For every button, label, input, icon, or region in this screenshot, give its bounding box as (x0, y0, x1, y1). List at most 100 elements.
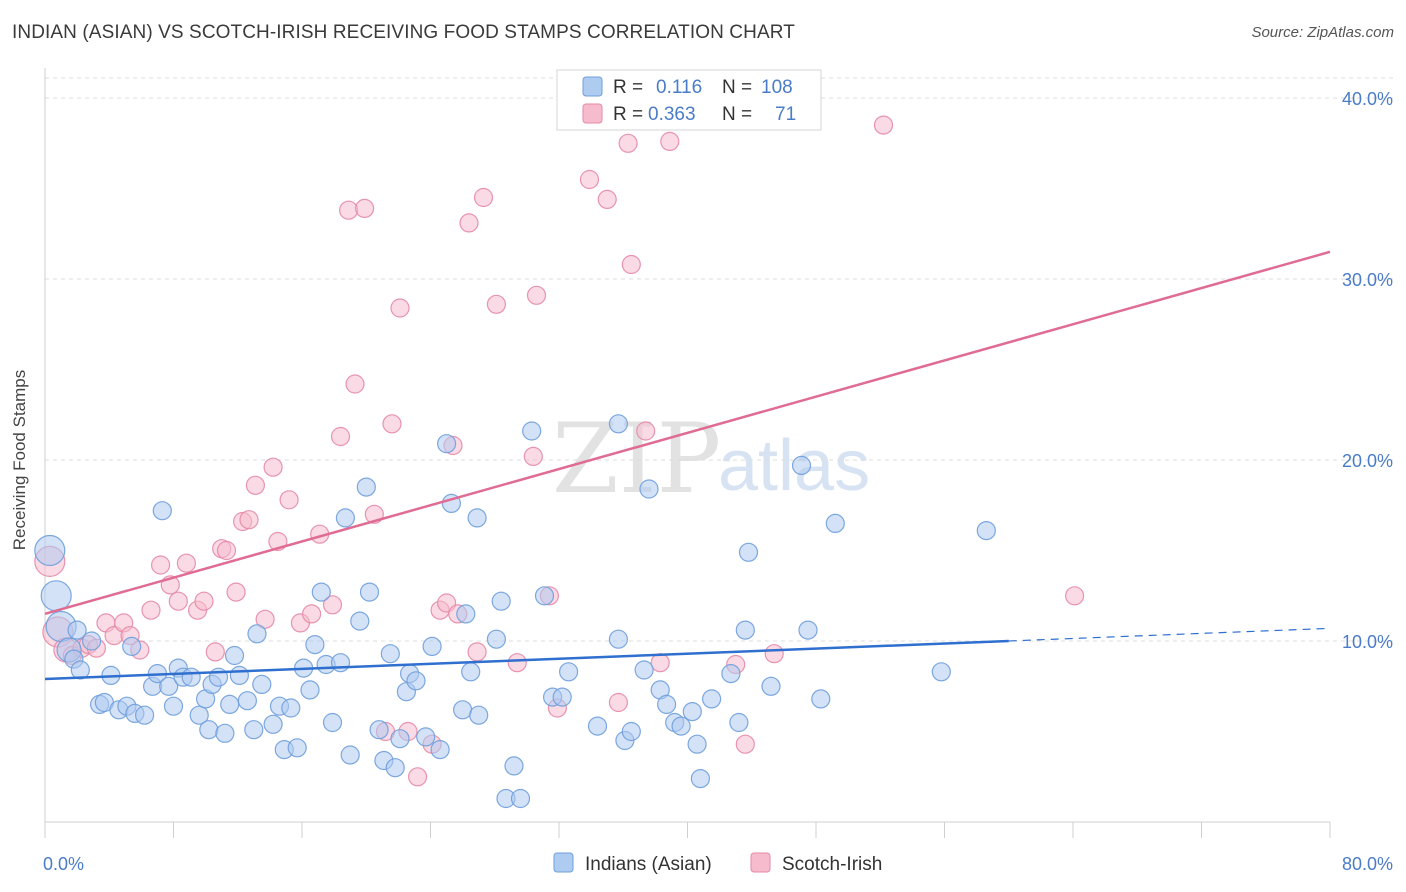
chart-title: INDIAN (ASIAN) VS SCOTCH-IRISH RECEIVING… (12, 22, 795, 43)
point-indians (456, 604, 476, 624)
point-indians (486, 629, 506, 649)
axes (44, 68, 1331, 838)
point-indians (220, 694, 240, 715)
point-indians (359, 582, 380, 602)
point-indians (608, 414, 629, 434)
point-scotch-irish (255, 609, 275, 629)
point-scotch-irish (873, 115, 894, 135)
point-indians (491, 591, 511, 611)
point-indians (215, 723, 235, 743)
point-scotch-irish (239, 510, 259, 530)
point-indians (416, 727, 436, 747)
bottom-legend-swatch-indians (553, 852, 574, 873)
point-indians (687, 734, 707, 754)
point-scotch-irish (330, 426, 351, 447)
point-indians (199, 720, 219, 740)
point-indians (311, 582, 331, 602)
point-indians (671, 716, 691, 736)
point-indians (552, 687, 572, 707)
point-indians (534, 586, 555, 606)
point-indians (300, 680, 320, 700)
stats-r-value-scotch: 0.363 (648, 104, 696, 125)
point-scotch-irish (1064, 586, 1085, 606)
point-scotch-irish (141, 600, 161, 620)
point-indians (247, 624, 267, 644)
point-indians (340, 745, 360, 765)
trend-line-indians (44, 639, 1009, 681)
point-indians (330, 653, 351, 673)
point-scotch-irish (216, 540, 237, 561)
point-scotch-irish (459, 213, 479, 233)
data-points (34, 115, 1085, 809)
point-indians (369, 720, 389, 740)
y-tick-label: 20.0% (1342, 451, 1393, 471)
stats-n-label-scotch: N = (722, 104, 752, 125)
point-scotch-irish (618, 133, 638, 153)
point-scotch-irish (245, 475, 265, 495)
point-indians (350, 611, 370, 631)
point-indians (701, 689, 722, 709)
point-indians (558, 662, 579, 682)
point-indians (81, 631, 102, 651)
point-scotch-irish (263, 457, 283, 477)
point-scotch-irish (176, 553, 196, 573)
point-indians (159, 676, 179, 696)
point-indians (522, 421, 542, 441)
point-indians (798, 620, 818, 640)
point-scotch-irish (205, 642, 225, 662)
point-indians (461, 662, 481, 682)
point-scotch-irish (339, 200, 359, 220)
point-indians (656, 694, 677, 715)
point-scotch-irish (168, 591, 188, 611)
source-label: Source: ZipAtlas.com (1251, 24, 1394, 41)
bottom-legend-label-scotch: Scotch-Irish (782, 854, 882, 875)
trend-line-scotch-irish (44, 250, 1331, 616)
point-indians (976, 520, 996, 541)
y-tick-label: 10.0% (1342, 632, 1393, 652)
point-indians (224, 645, 245, 666)
point-indians (40, 580, 72, 612)
point-indians (729, 712, 749, 733)
point-indians (430, 739, 450, 760)
point-scotch-irish (608, 692, 629, 713)
stats-n-value-scotch: 71 (775, 104, 796, 125)
point-indians (380, 644, 400, 664)
point-scotch-irish (636, 421, 656, 441)
point-indians (690, 768, 711, 789)
point-scotch-irish (764, 644, 784, 664)
point-scotch-irish (597, 189, 617, 209)
point-indians (437, 434, 457, 454)
point-indians (252, 674, 272, 695)
point-indians (634, 660, 654, 680)
point-indians (587, 716, 608, 736)
point-indians (281, 698, 301, 718)
watermark-zip: ZIP (552, 403, 721, 515)
trend-line-indians-extension (1008, 627, 1331, 642)
point-scotch-irish (382, 414, 402, 434)
stats-legend: R = 0.116 N = 108 R = 0.363 N = 71 (556, 69, 822, 131)
point-indians (263, 714, 283, 734)
point-indians (135, 705, 155, 725)
point-scotch-irish (302, 604, 322, 624)
point-indians (152, 501, 172, 521)
point-indians (406, 671, 426, 691)
tick-labels: 10.0% 20.0% 30.0% 40.0% 0.0% 80.0% (43, 89, 1393, 874)
point-scotch-irish (322, 595, 343, 615)
point-scotch-irish (467, 642, 487, 662)
point-scotch-irish (660, 131, 680, 151)
y-tick-label: 40.0% (1342, 89, 1393, 109)
point-indians (322, 712, 343, 733)
point-indians (305, 634, 325, 655)
point-indians (181, 667, 201, 687)
point-indians (639, 479, 659, 499)
point-scotch-irish (151, 555, 171, 575)
bottom-legend-label-indians: Indians (Asian) (585, 854, 712, 875)
point-indians (189, 705, 209, 725)
stats-n-value-indians: 108 (761, 77, 793, 98)
point-indians (453, 700, 473, 720)
x-tick-label: 0.0% (43, 854, 84, 874)
point-indians (504, 756, 524, 776)
stats-r-value-indians: 0.116 (656, 77, 702, 98)
point-scotch-irish (473, 187, 494, 208)
